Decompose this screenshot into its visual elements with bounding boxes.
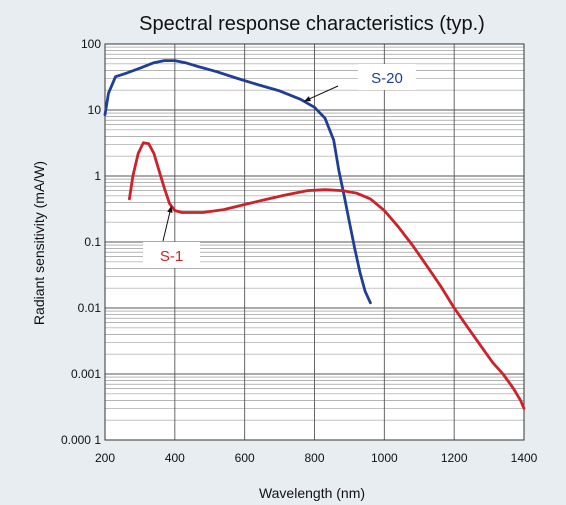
x-tick-label: 200	[95, 451, 115, 465]
plot-frame	[104, 43, 525, 441]
x-tick-label: 1400	[511, 451, 538, 465]
callout-s-1: S-1	[143, 205, 200, 268]
callout-box	[143, 242, 200, 268]
x-tick-label: 1000	[371, 451, 398, 465]
callout-box	[358, 64, 416, 90]
series-line-s-20	[103, 59, 372, 305]
chart-title: Spectral response characteristics (typ.)	[139, 13, 485, 35]
x-axis-label: Wavelength (nm)	[259, 485, 365, 501]
callout-s-20: S-20	[303, 64, 416, 102]
x-tick-label: 600	[235, 451, 255, 465]
x-tick-label: 800	[304, 451, 324, 465]
y-tick-label: 0.01	[78, 301, 102, 315]
callout-label: S-1	[160, 248, 183, 265]
x-tick-label: 400	[165, 451, 185, 465]
y-axis-label: Radiant sensitivity (mA/W)	[31, 161, 47, 325]
callout-label: S-20	[371, 70, 403, 87]
y-tick-label: 0.000 1	[61, 433, 101, 447]
y-tick-label: 0.1	[84, 235, 101, 249]
callout-arrow-head	[304, 96, 312, 102]
y-tick-label: 10	[88, 103, 102, 117]
y-tick-label: 100	[81, 37, 101, 51]
callout-arrow-head	[167, 205, 173, 213]
x-tick-label: 1200	[441, 451, 468, 465]
series-line-s-1	[127, 141, 526, 410]
y-tick-label: 1	[94, 169, 101, 183]
y-tick-label: 0.001	[71, 367, 101, 381]
